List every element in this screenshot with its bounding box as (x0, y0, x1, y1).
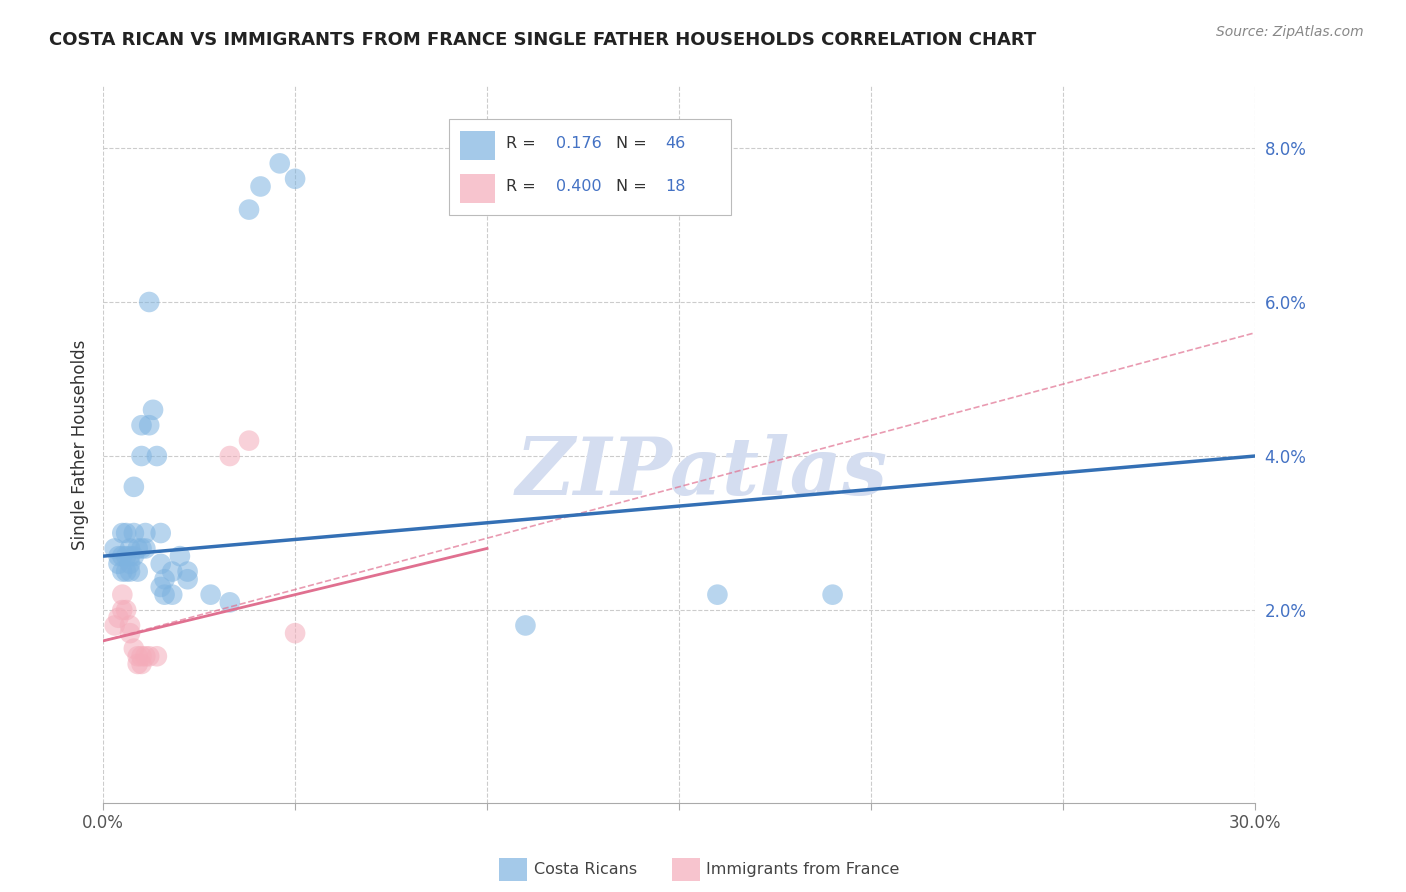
Point (118, 565, 141, 579)
Point (115, 526, 138, 541)
Point (131, 541, 153, 556)
Point (153, 588, 176, 602)
Point (107, 611, 129, 625)
Point (122, 549, 145, 563)
Point (284, 171, 307, 186)
Point (176, 565, 198, 579)
Text: Source: ZipAtlas.com: Source: ZipAtlas.com (1216, 25, 1364, 39)
Point (146, 449, 169, 463)
Point (515, 618, 537, 632)
Point (238, 202, 260, 217)
Point (142, 402, 165, 417)
Point (131, 449, 153, 463)
Point (134, 649, 156, 664)
Point (131, 418, 153, 433)
Text: R =: R = (506, 136, 541, 152)
Point (111, 588, 134, 602)
Point (107, 557, 129, 571)
Point (127, 649, 149, 664)
Point (706, 588, 728, 602)
Point (149, 580, 172, 594)
Text: Immigrants from France: Immigrants from France (706, 863, 900, 877)
Text: N =: N = (616, 179, 651, 194)
Point (162, 565, 184, 579)
Point (218, 449, 240, 463)
Point (115, 565, 138, 579)
Point (153, 572, 176, 586)
Point (111, 549, 134, 563)
Bar (460, 175, 495, 203)
Bar (460, 131, 495, 161)
Text: R =: R = (506, 179, 541, 194)
Point (131, 649, 153, 664)
Point (146, 649, 169, 664)
Point (127, 541, 149, 556)
Text: Costa Ricans: Costa Ricans (534, 863, 637, 877)
Text: ZIPatlas: ZIPatlas (516, 434, 889, 512)
Point (118, 557, 141, 571)
Point (134, 541, 156, 556)
Point (118, 541, 141, 556)
Point (162, 588, 184, 602)
Text: N =: N = (616, 136, 651, 152)
Point (169, 549, 191, 563)
Point (269, 156, 291, 170)
Point (104, 541, 127, 556)
Point (127, 565, 149, 579)
Point (238, 434, 260, 448)
Point (149, 526, 172, 541)
Point (118, 618, 141, 632)
Point (284, 626, 307, 640)
Point (127, 657, 149, 671)
Text: 0.176: 0.176 (555, 136, 602, 152)
Point (134, 526, 156, 541)
Point (107, 549, 129, 563)
Point (138, 418, 160, 433)
Point (122, 641, 145, 656)
Point (111, 603, 134, 617)
Text: 46: 46 (665, 136, 686, 152)
Y-axis label: Single Father Households: Single Father Households (72, 339, 89, 549)
Text: 0.400: 0.400 (555, 179, 602, 194)
Point (111, 565, 134, 579)
Point (218, 595, 240, 609)
Text: 18: 18 (665, 179, 686, 194)
Point (200, 588, 222, 602)
Point (131, 657, 153, 671)
Point (115, 603, 138, 617)
Point (138, 649, 160, 664)
Point (149, 557, 172, 571)
Point (122, 526, 145, 541)
Text: COSTA RICAN VS IMMIGRANTS FROM FRANCE SINGLE FATHER HOUSEHOLDS CORRELATION CHART: COSTA RICAN VS IMMIGRANTS FROM FRANCE SI… (49, 31, 1036, 49)
Point (118, 549, 141, 563)
Point (821, 588, 844, 602)
Point (104, 618, 127, 632)
Point (122, 480, 145, 494)
Point (111, 526, 134, 541)
Point (115, 549, 138, 563)
Point (249, 179, 271, 194)
FancyBboxPatch shape (449, 119, 731, 215)
Point (118, 626, 141, 640)
Point (176, 572, 198, 586)
Point (138, 295, 160, 310)
